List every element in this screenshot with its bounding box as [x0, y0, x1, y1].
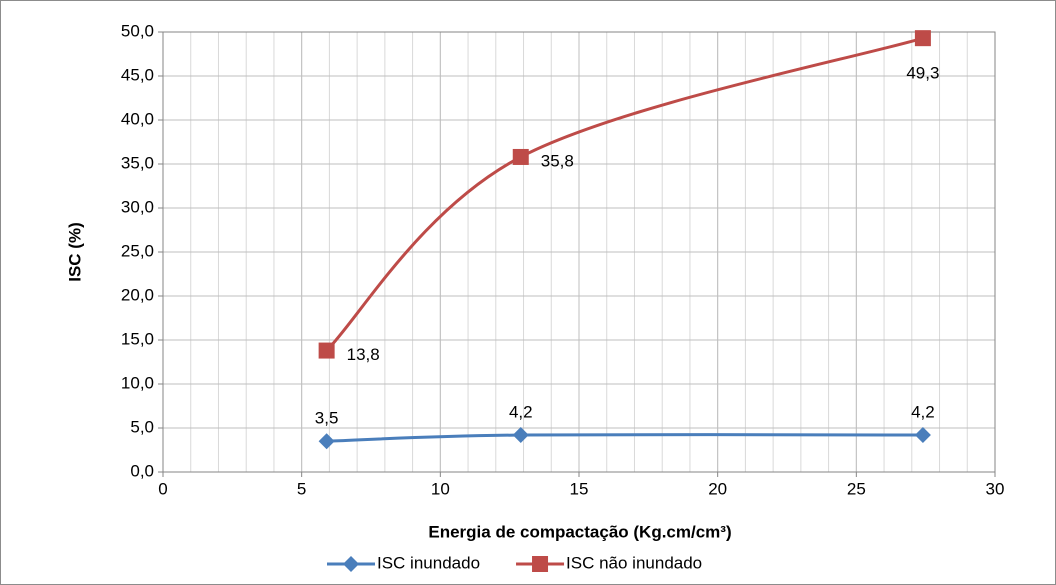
data-point: [914, 427, 931, 444]
legend-marker: [343, 556, 359, 572]
y-tick-label: 45,0: [121, 65, 154, 84]
data-point: [318, 433, 335, 450]
series-line: [325, 36, 924, 352]
y-tick-label: 30,0: [121, 197, 154, 216]
data-label: 3,5: [315, 409, 339, 428]
y-tick-label: 10,0: [121, 373, 154, 392]
x-tick-label: 15: [570, 479, 589, 498]
legend-label: ISC não inundado: [566, 553, 702, 572]
y-tick-label: 0,0: [130, 461, 154, 480]
legend-marker: [532, 556, 549, 572]
y-tick-label: 50,0: [121, 21, 154, 40]
x-tick-label: 30: [986, 479, 1005, 498]
data-label: 4,2: [509, 403, 533, 422]
data-point: [512, 148, 529, 165]
x-tick-label: 0: [158, 479, 167, 498]
y-tick-label: 35,0: [121, 153, 154, 172]
y-tick-label: 40,0: [121, 109, 154, 128]
data-point: [914, 30, 931, 47]
x-tick-label: 25: [847, 479, 866, 498]
y-tick-label: 25,0: [121, 241, 154, 260]
y-tick-label: 15,0: [121, 329, 154, 348]
data-point: [318, 342, 335, 359]
series-line: [326, 433, 923, 443]
x-axis-label: Energia de compactação (Kg.cm/cm³): [428, 522, 731, 541]
data-label: 49,3: [906, 64, 939, 83]
y-axis-label: ISC (%): [65, 222, 84, 282]
legend-label: ISC inundado: [377, 553, 480, 572]
plot-border: [162, 31, 996, 473]
data-label: 35,8: [541, 151, 574, 170]
data-label: 13,8: [347, 345, 380, 364]
x-tick-label: 5: [297, 479, 306, 498]
y-tick-label: 5,0: [130, 417, 154, 436]
y-tick-label: 20,0: [121, 285, 154, 304]
x-tick-label: 20: [708, 479, 727, 498]
data-point: [512, 427, 529, 444]
x-tick-label: 10: [431, 479, 450, 498]
data-label: 4,2: [911, 403, 935, 422]
